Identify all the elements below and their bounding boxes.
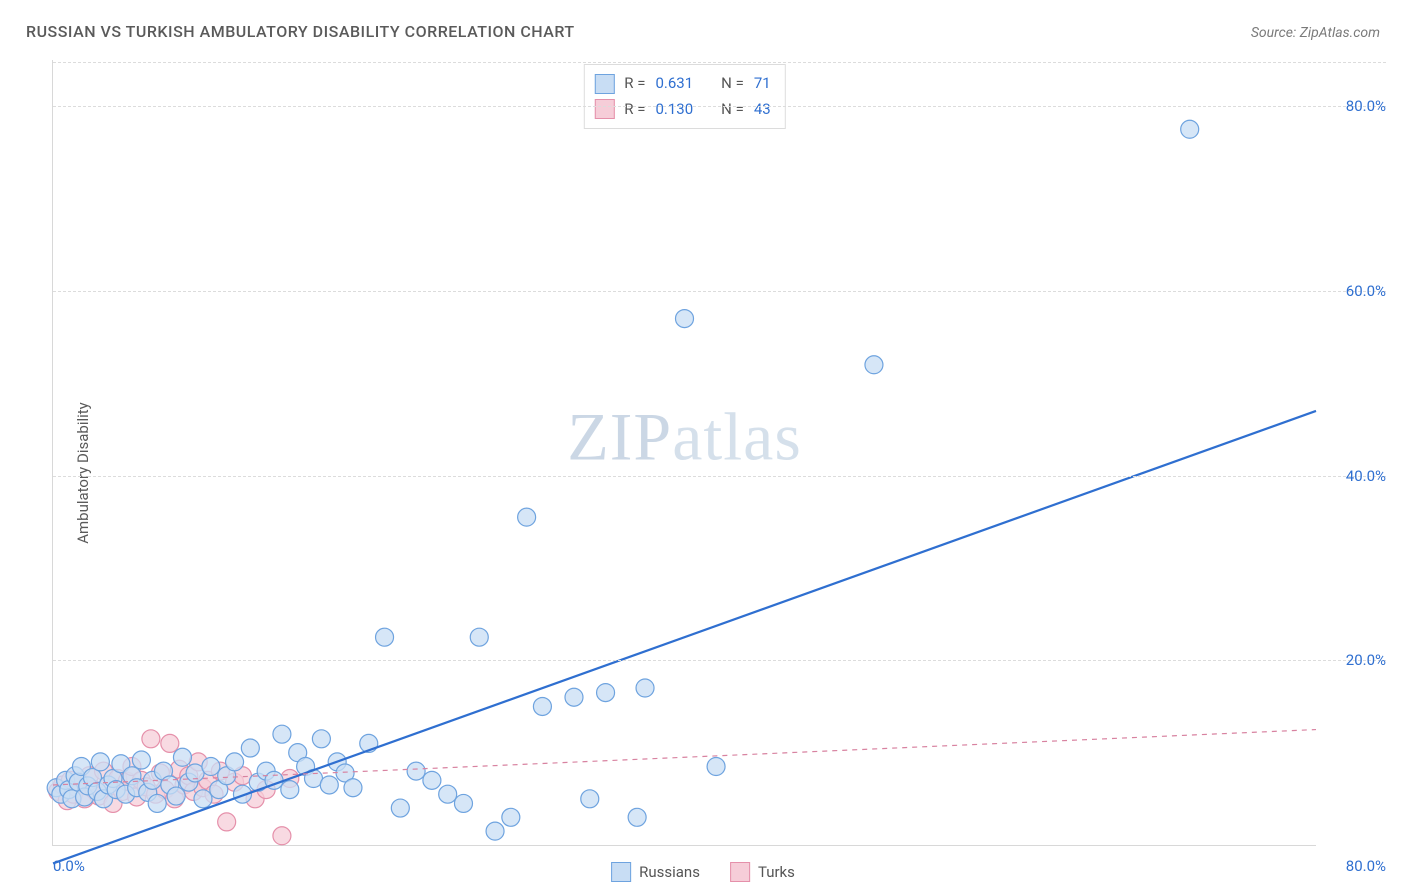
data-point: [161, 734, 179, 752]
scatter-svg: [53, 60, 1316, 845]
legend-stats-box: R = 0.631 N = 71 R = 0.130 N = 43: [583, 64, 785, 129]
grid-line: [53, 476, 1386, 477]
data-point: [344, 779, 362, 797]
data-point: [148, 794, 166, 812]
chart-title: RUSSIAN VS TURKISH AMBULATORY DISABILITY…: [26, 22, 575, 41]
data-point: [167, 787, 185, 805]
plot-area: ZIPatlas R =0.631N =71R =0.130N =43 0.0%…: [52, 60, 1316, 846]
data-point: [423, 771, 441, 789]
stat-label-r: R =: [624, 97, 645, 123]
source-label: Source: ZipAtlas.com: [1251, 25, 1380, 41]
stat-label-n: N =: [721, 71, 744, 97]
legend-swatch: [594, 74, 614, 94]
stat-label-r: R =: [624, 71, 645, 97]
data-point: [226, 753, 244, 771]
regression-line: [53, 411, 1316, 864]
data-point: [439, 785, 457, 803]
data-point: [628, 808, 646, 826]
data-point: [281, 781, 299, 799]
grid-line: [53, 62, 1386, 63]
grid-line: [53, 660, 1386, 661]
legend-item-label: Russians: [639, 863, 700, 881]
data-point: [636, 679, 654, 697]
y-tick-label: 60.0%: [1326, 282, 1386, 300]
data-point: [533, 697, 551, 715]
data-point: [173, 748, 191, 766]
data-point: [454, 794, 472, 812]
grid-line: [53, 291, 1386, 292]
data-point: [312, 730, 330, 748]
legend-stat-row: R = 0.130 N = 43: [594, 97, 770, 123]
data-point: [565, 688, 583, 706]
grid-line: [53, 106, 1386, 107]
data-point: [407, 762, 425, 780]
legend-item-label: Turks: [758, 863, 795, 881]
data-point: [707, 758, 725, 776]
legend-series: Russians Turks: [611, 862, 795, 882]
legend-item: Turks: [730, 862, 795, 882]
legend-swatch: [594, 99, 614, 119]
data-point: [865, 356, 883, 374]
stat-value-r: 0.130: [655, 97, 693, 123]
data-point: [320, 776, 338, 794]
y-tick-label: 80.0%: [1326, 97, 1386, 115]
data-point: [218, 813, 236, 831]
y-tick-label: 20.0%: [1326, 651, 1386, 669]
data-point: [241, 739, 259, 757]
stat-label-n: N =: [721, 97, 744, 123]
stat-value-n: 43: [754, 97, 771, 123]
legend-swatch: [730, 862, 750, 882]
data-point: [597, 684, 615, 702]
data-point: [518, 508, 536, 526]
legend-item: Russians: [611, 862, 700, 882]
data-point: [142, 730, 160, 748]
x-tick-min: 0.0%: [53, 857, 85, 875]
data-point: [1181, 120, 1199, 138]
data-point: [132, 751, 150, 769]
data-point: [194, 790, 212, 808]
y-tick-label: 40.0%: [1326, 467, 1386, 485]
data-point: [502, 808, 520, 826]
data-point: [273, 725, 291, 743]
data-point: [202, 758, 220, 776]
stat-value-n: 71: [754, 71, 771, 97]
stat-value-r: 0.631: [655, 71, 693, 97]
chart-container: Ambulatory Disability ZIPatlas R =0.631N…: [0, 54, 1406, 892]
data-point: [376, 628, 394, 646]
data-point: [581, 790, 599, 808]
data-point: [273, 827, 291, 845]
x-tick-max: 80.0%: [1346, 857, 1386, 875]
legend-stat-row: R = 0.631 N = 71: [594, 71, 770, 97]
data-point: [676, 310, 694, 328]
data-point: [91, 753, 109, 771]
data-point: [470, 628, 488, 646]
data-point: [486, 822, 504, 840]
legend-swatch: [611, 862, 631, 882]
data-point: [391, 799, 409, 817]
